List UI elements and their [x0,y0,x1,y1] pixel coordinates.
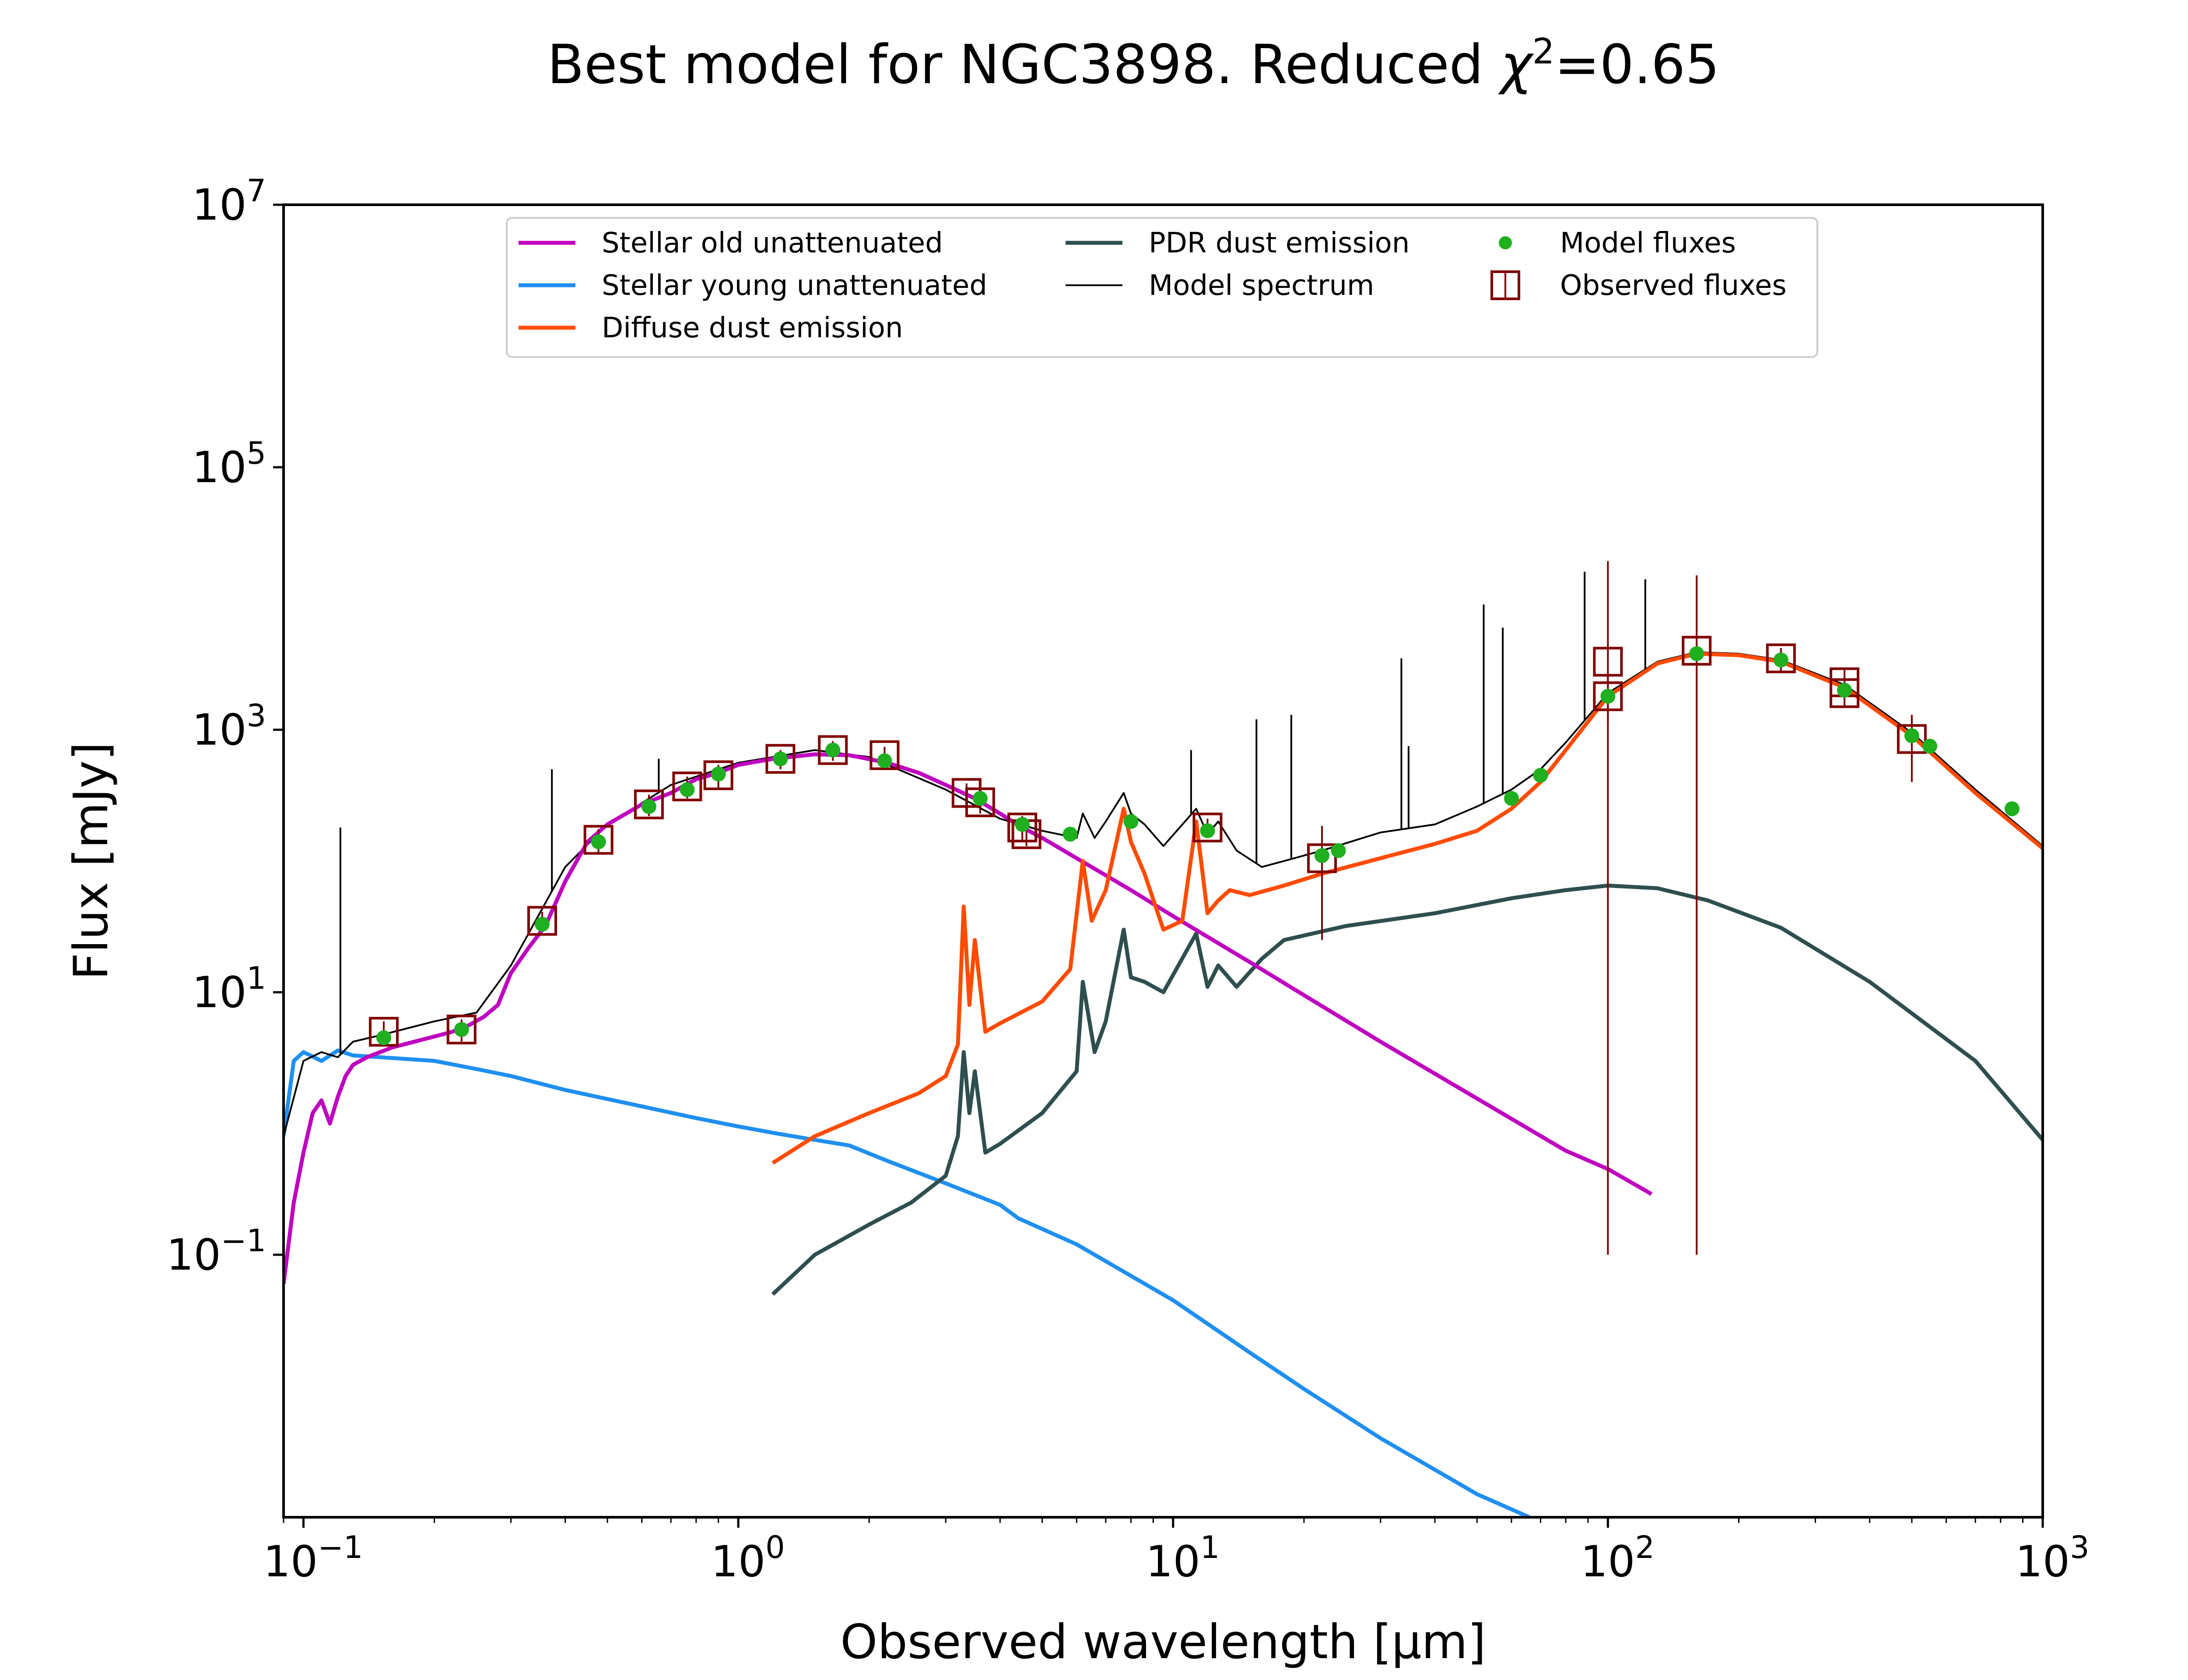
observed-flux-marker [1007,812,1038,843]
model-flux-point [1062,826,1078,842]
model-flux-point [1837,682,1852,698]
chart-title-chi-symbol: χ [1498,34,1534,96]
legend-label-pdr-dust-emission: PDR dust emission [1149,227,1410,259]
model-flux-point [711,766,726,782]
model-flux-point [1015,817,1030,832]
observed-flux-marker [1766,643,1796,673]
tick-label: 107 [192,173,266,230]
series-line-model-spectrum [284,651,2043,1137]
observed-flux-marker [765,744,796,774]
observed-flux-marker [1897,724,1927,754]
model-flux-point [454,1022,469,1037]
model-flux-point [680,782,695,797]
model-flux-point [1600,689,1616,704]
model-flux-point [1922,738,1938,754]
series-line-diffuse-dust-emission [771,651,2043,1165]
observed-flux-marker [1682,636,1712,666]
model-flux-point [1773,652,1788,668]
observed-flux-marker [1192,812,1223,843]
model-flux-point [641,799,656,814]
model-flux-point [1504,791,1519,806]
observed-flux-marker [1593,681,1623,711]
observed-flux-marker [527,906,557,936]
model-flux-point [591,834,606,850]
x-axis-label: Observed wavelength [μm] [840,1615,1486,1670]
chart-title-prefix: Best model for NGC3898. Reduced [547,34,1501,96]
observed-flux-marker [1829,678,1859,708]
tick-label: 101 [192,960,266,1018]
observed-flux-marker [703,760,733,791]
observed-flux-marker [818,735,848,765]
legend-label-observed-fluxes: Observed fluxes [1560,270,1787,302]
model-flux-point [1689,646,1704,662]
legend-label-stellar-young-unattenuated: Stellar young unattenuated [602,270,987,302]
observed-flux-marker [368,1017,399,1047]
observed-flux-marker [634,789,664,819]
legend: Stellar old unattenuated Stellar young un… [506,217,1818,358]
model-flux-point [1904,728,1919,743]
legend-box [506,217,1818,358]
model-flux-point [1314,848,1329,863]
plot-area [284,561,2043,1517]
y-axis-label: Flux [mJy] [64,742,119,980]
plot-frame [282,203,2044,1519]
observed-flux-marker [583,825,614,855]
model-flux-point [376,1030,391,1046]
legend-label-model-spectrum: Model spectrum [1149,270,1374,302]
tick-label: 100 [711,1530,785,1587]
model-flux-point [877,753,892,768]
tick-label: 10−1 [166,1223,266,1280]
model-flux-point [1533,768,1548,783]
tick-label: 10−1 [263,1530,363,1587]
observed-flux-marker [1307,843,1337,873]
chart-title: Best model for NGC3898. Reduced χ2=0.65 [547,31,1720,96]
observed-flux-marker [965,787,995,817]
model-flux-point [1200,823,1215,838]
series-line-stellar-old-unattenuated [284,752,1653,1284]
chart-title-power: 2 [1532,31,1555,72]
tick-label: 103 [2015,1530,2089,1587]
model-flux-point [972,791,988,806]
observed-flux-marker [870,740,900,770]
tick-label: 102 [1581,1530,1655,1587]
tick-label: 101 [1146,1530,1220,1587]
model-flux-point [534,917,550,932]
model-flux-point [2004,801,2020,816]
legend-handle-model-fluxes [1499,236,1512,249]
model-flux-point [773,751,788,766]
series-line-stellar-young-unattenuated [284,1048,1530,1517]
tick-label: 105 [192,435,266,493]
legend-label-diffuse-dust-emission: Diffuse dust emission [602,312,903,344]
legend-label-model-fluxes: Model fluxes [1560,227,1736,259]
chart-title-suffix: =0.65 [1555,34,1720,96]
axis-ticks: 10−1 100 101 102 103 10−1 101 103 105 107 [166,173,2090,1587]
observed-flux-marker [446,1015,477,1045]
model-flux-point [825,742,841,758]
observed-flux-marker [672,771,702,802]
tick-label: 103 [192,698,266,755]
legend-label-stellar-old-unattenuated: Stellar old unattenuated [602,227,943,259]
model-flux-point [1123,814,1139,829]
model-flux-point [1331,843,1346,858]
